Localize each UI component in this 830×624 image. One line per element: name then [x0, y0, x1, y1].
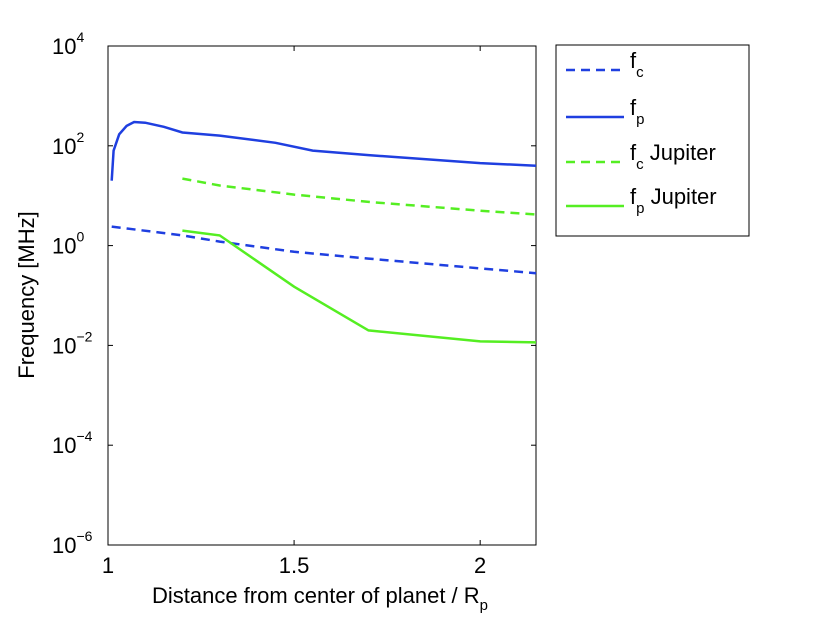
y-tick-label-1: 10−4 [52, 428, 93, 458]
x-tick-label-2: 2 [474, 553, 486, 578]
x-axis-label-subscript: p [480, 597, 488, 614]
legend-box [555, 44, 750, 237]
x-axis-label: Distance from center of planet / Rp [152, 583, 488, 614]
series-line-1 [110, 120, 537, 181]
x-tick-label-0: 1 [102, 553, 114, 578]
x-tick-label-1: 1.5 [279, 553, 310, 578]
y-tick-label-4: 102 [52, 129, 84, 159]
legend-label-1: fp [630, 95, 644, 128]
series-line-0 [111, 225, 537, 275]
legend-label-2: fc Jupiter [630, 140, 716, 173]
plot-area [107, 45, 537, 546]
y-axis-label: Frequency [MHz] [14, 211, 39, 379]
y-tick-label-5: 104 [52, 29, 84, 59]
legend-label-0: fc [630, 48, 644, 81]
y-tick-label-2: 10−2 [52, 328, 93, 358]
series-layer [110, 120, 537, 344]
series-line-2 [182, 177, 537, 216]
y-tick-label-0: 10−6 [52, 528, 93, 558]
legend-entries: fc fp fc Jupiter fp Jupiter [566, 48, 717, 217]
series-line-3 [182, 229, 537, 344]
legend: fc fp fc Jupiter fp Jupiter [555, 44, 750, 237]
y-tick-label-3: 100 [52, 229, 84, 259]
legend-label-3: fp Jupiter [630, 184, 717, 217]
tick-layer: 1 1.5 2 10−6 10−4 10−2 100 102 104 [52, 29, 536, 578]
